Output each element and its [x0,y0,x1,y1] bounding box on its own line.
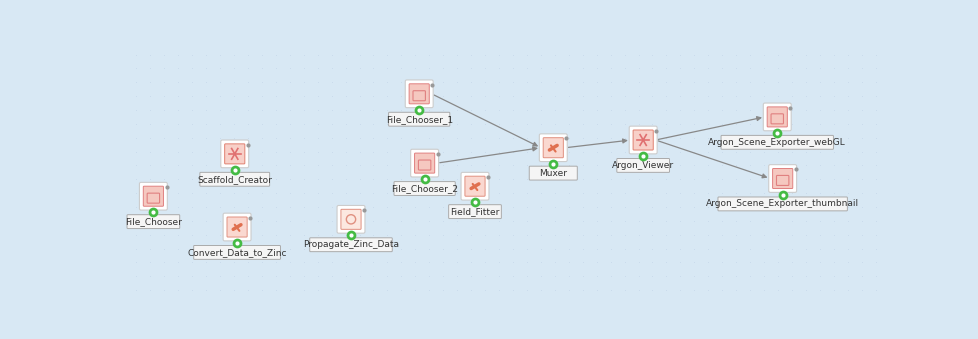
Text: Propagate_Zinc_Data: Propagate_Zinc_Data [302,240,399,249]
FancyBboxPatch shape [771,114,782,124]
FancyBboxPatch shape [529,166,577,180]
Text: Field_Fitter: Field_Fitter [450,207,499,216]
FancyBboxPatch shape [393,182,455,196]
FancyBboxPatch shape [194,245,280,259]
FancyBboxPatch shape [336,205,365,233]
Text: File_Chooser_1: File_Chooser_1 [385,115,452,124]
FancyBboxPatch shape [776,175,788,185]
Text: File_Chooser_2: File_Chooser_2 [391,184,458,193]
FancyBboxPatch shape [465,176,484,196]
Text: Argon_Viewer: Argon_Viewer [611,161,674,170]
FancyBboxPatch shape [461,172,488,200]
FancyBboxPatch shape [143,186,163,206]
FancyBboxPatch shape [147,193,159,203]
FancyBboxPatch shape [223,213,250,241]
Text: Muxer: Muxer [539,168,566,178]
FancyBboxPatch shape [200,172,269,186]
Circle shape [346,215,355,224]
FancyBboxPatch shape [405,80,432,108]
FancyBboxPatch shape [414,153,434,173]
FancyBboxPatch shape [127,215,180,228]
FancyBboxPatch shape [772,168,792,188]
FancyBboxPatch shape [309,238,392,252]
FancyBboxPatch shape [224,144,244,164]
FancyBboxPatch shape [139,182,167,210]
Text: Argon_Scene_Exporter_thumbnail: Argon_Scene_Exporter_thumbnail [705,199,859,208]
Text: Convert_Data_to_Zinc: Convert_Data_to_Zinc [187,248,287,257]
FancyBboxPatch shape [616,159,669,172]
FancyBboxPatch shape [768,165,796,192]
FancyBboxPatch shape [413,91,425,101]
FancyBboxPatch shape [629,126,656,154]
Text: Scaffold_Creator: Scaffold_Creator [198,175,272,184]
FancyBboxPatch shape [410,149,438,177]
FancyBboxPatch shape [767,107,786,127]
FancyBboxPatch shape [448,205,501,219]
FancyBboxPatch shape [409,84,428,104]
FancyBboxPatch shape [763,103,790,131]
FancyBboxPatch shape [633,130,652,150]
FancyBboxPatch shape [340,209,361,229]
FancyBboxPatch shape [539,134,566,162]
FancyBboxPatch shape [418,160,430,170]
FancyBboxPatch shape [227,217,246,237]
Text: Argon_Scene_Exporter_webGL: Argon_Scene_Exporter_webGL [708,138,845,147]
FancyBboxPatch shape [388,112,449,126]
FancyBboxPatch shape [221,140,248,168]
Text: File_Chooser: File_Chooser [125,217,182,226]
FancyBboxPatch shape [721,135,832,149]
FancyBboxPatch shape [717,197,847,211]
FancyBboxPatch shape [543,138,562,158]
